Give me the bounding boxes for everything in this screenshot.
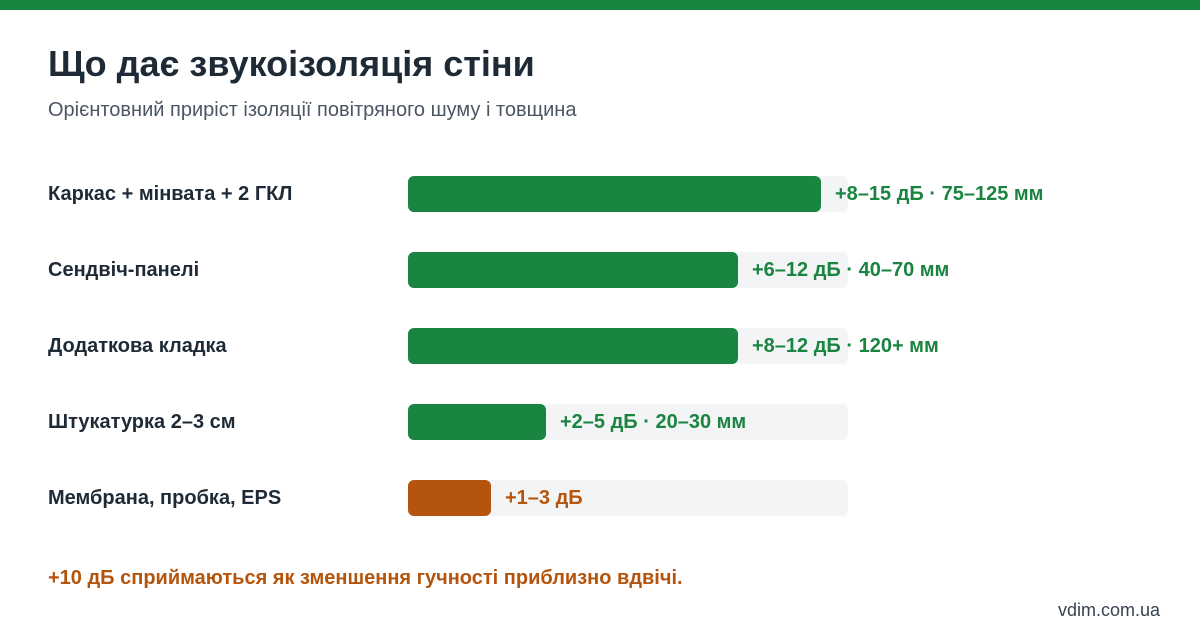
bar (408, 328, 738, 364)
bar-value-label: +8–15 дБ · 75–125 мм (835, 183, 1044, 205)
category-label: Каркас + мінвата + 2 ГКЛ (48, 183, 293, 205)
source-label: vdim.com.ua (1057, 600, 1160, 620)
chart-title: Що дає звукоізоляція стіни (48, 43, 535, 84)
category-label: Мембрана, пробка, EPS (48, 487, 282, 509)
bar (408, 252, 738, 288)
bar (408, 404, 546, 440)
chart-subtitle: Орієнтовний приріст ізоляції повітряного… (48, 99, 577, 121)
category-label: Додаткова кладка (48, 335, 227, 357)
category-label: Сендвіч-панелі (48, 259, 200, 281)
bar (408, 176, 821, 212)
bar-value-label: +8–12 дБ · 120+ мм (752, 335, 939, 357)
category-label: Штукатурка 2–3 см (48, 411, 236, 433)
footnote: +10 дБ сприймаються як зменшення гучност… (48, 567, 683, 589)
bar-value-label: +1–3 дБ (505, 487, 583, 509)
top-accent-bar (0, 0, 1200, 10)
bar-value-label: +6–12 дБ · 40–70 мм (752, 259, 950, 281)
bar-value-label: +2–5 дБ · 20–30 мм (560, 411, 747, 433)
bar (408, 480, 491, 516)
